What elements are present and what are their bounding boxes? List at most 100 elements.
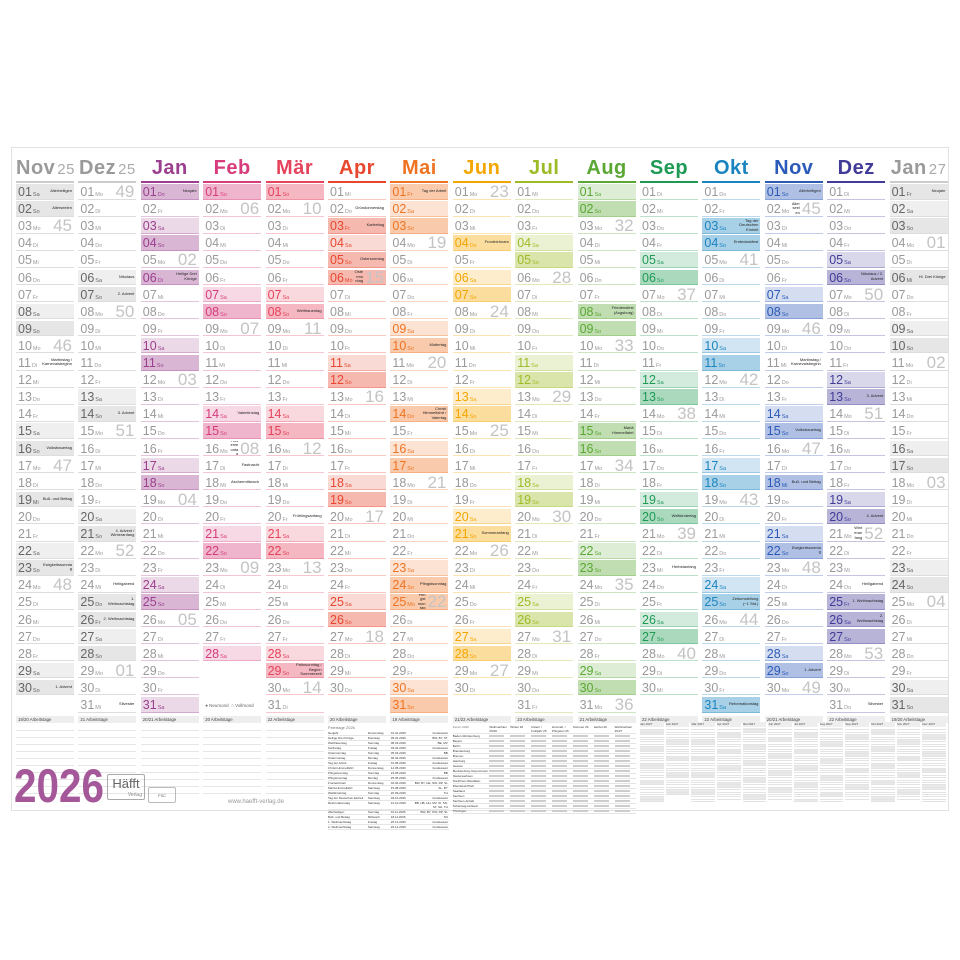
day-row[interactable]: 27Di (702, 629, 761, 645)
day-row[interactable]: 27Mo 18 (328, 629, 386, 645)
day-row[interactable]: 22Mi (328, 543, 386, 559)
day-row[interactable]: 11Sa (328, 355, 386, 371)
day-row[interactable]: 10Sa (140, 337, 199, 354)
day-row[interactable]: 03So (390, 218, 449, 234)
day-row[interactable]: 10Fr (328, 338, 386, 354)
day-row[interactable]: 28Do (390, 646, 449, 662)
day-row[interactable]: 18Sa (515, 474, 574, 491)
day-row[interactable]: 28Sa (265, 645, 324, 662)
day-row[interactable]: 21Do (889, 526, 948, 542)
day-row[interactable]: 24Sa (140, 577, 199, 593)
day-row[interactable]: 20So 4. Advent (827, 508, 886, 525)
day-row[interactable]: 31Fr (515, 697, 574, 713)
day-row[interactable]: 22Fr (390, 543, 449, 559)
day-row[interactable]: 01Do (702, 184, 761, 200)
day-row[interactable]: 23Mo 13 (265, 560, 324, 576)
day-row[interactable]: 25Do 1. Weihnachtstag (78, 594, 137, 610)
day-row[interactable]: 02So Allerseelen (16, 201, 74, 217)
day-row[interactable]: 10Di (764, 338, 823, 354)
day-row[interactable]: 05Fr (452, 252, 511, 268)
day-row[interactable]: 08Di (640, 304, 698, 320)
day-row[interactable]: 11Mi (265, 355, 324, 371)
notes-line[interactable] (16, 751, 74, 752)
day-row[interactable]: 02Fr (702, 201, 761, 217)
day-row[interactable]: 01So (265, 184, 324, 200)
day-row[interactable]: 03Fr (515, 218, 574, 234)
day-row[interactable]: 27Do (577, 629, 636, 645)
day-row[interactable]: 10Mo 46 (16, 338, 74, 354)
day-row[interactable]: 18Mi Buß- und Bettag (764, 474, 823, 491)
day-row[interactable]: 18Di (16, 475, 74, 491)
day-row[interactable]: 04Mo 01 (889, 235, 948, 251)
day-row[interactable]: 18Mo 21 (390, 475, 449, 491)
day-row[interactable]: 12Mo 42 (702, 372, 761, 388)
day-row[interactable]: 17Sa (702, 457, 761, 474)
day-row[interactable]: 05Sa (640, 252, 698, 268)
day-row[interactable]: 17Mi (78, 458, 137, 474)
day-row[interactable]: 06Mo Ostermontag 15 (328, 269, 386, 286)
day-row[interactable]: 08Fr (390, 304, 449, 320)
day-row[interactable]: 30Di (452, 680, 511, 696)
notes-line[interactable] (78, 765, 137, 766)
day-row[interactable]: 19Do (265, 492, 324, 508)
day-row[interactable]: 03Mo 45 (16, 218, 74, 234)
day-row[interactable]: 11Fr (827, 355, 886, 371)
day-row[interactable]: 08Mi (515, 304, 574, 320)
day-row[interactable]: 04So Erntedankfest (702, 235, 761, 251)
day-row[interactable]: 23Mo 09 (203, 560, 262, 576)
day-row[interactable]: 07Mo 50 (827, 287, 886, 303)
day-row[interactable]: 27Do (16, 629, 74, 645)
day-row[interactable]: 22Do (702, 543, 761, 559)
day-row[interactable]: 01So Allerheiligen (764, 184, 823, 200)
day-row[interactable]: 08Do (140, 304, 199, 320)
day-row[interactable]: 20Sa (452, 508, 511, 525)
day-row[interactable]: 05Do (203, 252, 262, 268)
day-row[interactable]: 28So (78, 645, 137, 662)
day-row[interactable]: 29Do (140, 663, 199, 679)
day-row[interactable]: 28Sa (764, 645, 823, 662)
day-row[interactable]: 10Mo 33 (577, 338, 636, 354)
day-row[interactable]: 17Do (827, 458, 886, 474)
day-row[interactable]: 07So (452, 286, 511, 303)
day-row[interactable]: 21So 4. Advent / Winteranfang (78, 526, 137, 542)
notes-line[interactable] (265, 779, 324, 780)
day-row[interactable]: 27Di (140, 629, 199, 645)
day-row[interactable]: 01Sa Allerheiligen (16, 184, 74, 200)
day-row[interactable]: 17Di (265, 458, 324, 474)
day-row[interactable]: 28So (452, 645, 511, 662)
day-row[interactable]: 06Do (577, 270, 636, 286)
day-row[interactable]: 27Sa (78, 628, 137, 645)
day-row[interactable]: 28Sa (203, 645, 262, 662)
day-row[interactable]: 07Sa (764, 286, 823, 303)
day-row[interactable]: 13Fr (203, 389, 262, 405)
day-row[interactable]: 20Do (577, 509, 636, 525)
day-row[interactable]: 08Mo 50 (78, 304, 137, 320)
day-row[interactable]: 18So (140, 474, 199, 491)
day-row[interactable]: 18Do (452, 475, 511, 491)
day-row[interactable]: 05Sa (827, 252, 886, 268)
day-row[interactable]: 16So (577, 440, 636, 457)
day-row[interactable]: 06Di (702, 270, 761, 286)
day-row[interactable]: 29Mo 01 (78, 663, 137, 679)
day-row[interactable]: 12Do (203, 372, 262, 388)
notes-line[interactable] (16, 765, 74, 766)
day-row[interactable]: 08Fr (889, 304, 948, 320)
day-row[interactable]: 31Do Silvester (827, 697, 886, 713)
day-row[interactable]: 13Sa (452, 389, 511, 405)
day-row[interactable]: 26Sa (640, 611, 698, 628)
day-row[interactable]: 19Sa (640, 491, 698, 508)
day-row[interactable]: 23Di (452, 560, 511, 576)
day-row[interactable]: 10Mi (78, 338, 137, 354)
day-row[interactable]: 22Di (827, 543, 886, 559)
notes-line[interactable] (265, 758, 324, 759)
day-row[interactable]: 11Mo 20 (390, 355, 449, 371)
day-row[interactable]: 12So (515, 372, 574, 388)
day-row[interactable]: 25MoPfingstmontag22 (390, 594, 449, 610)
day-row[interactable]: 21Fr (16, 526, 74, 542)
day-row[interactable]: 25Sa (328, 594, 386, 610)
day-row[interactable]: 31Mo 36 (577, 697, 636, 713)
day-row[interactable]: 15So Volkstrauertag (764, 423, 823, 439)
publisher-url[interactable]: www.haefft-verlag.de (228, 799, 284, 805)
day-row[interactable]: 15Mi (515, 423, 574, 439)
day-row[interactable]: 01Mo 23 (452, 184, 511, 200)
